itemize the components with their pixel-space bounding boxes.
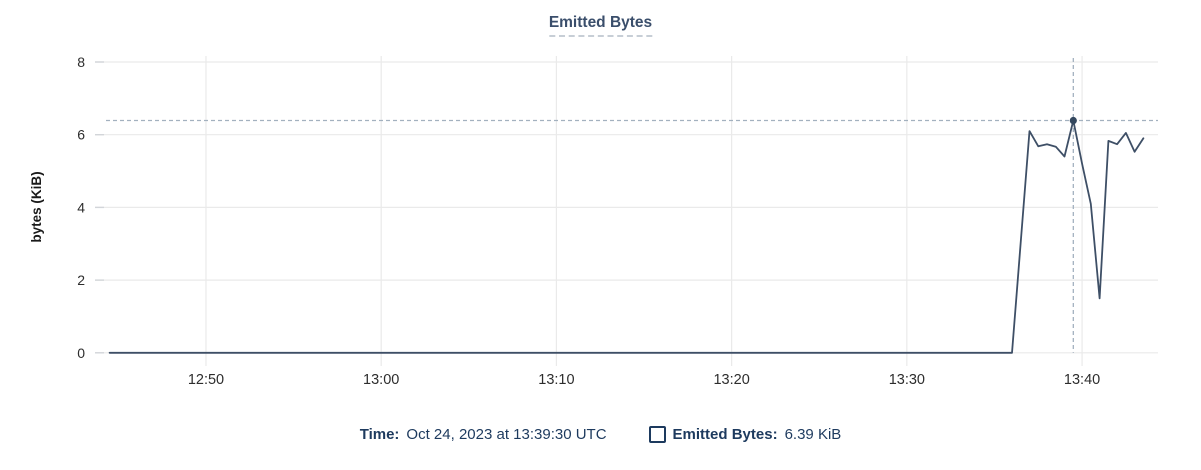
time-label: Time: <box>359 426 400 443</box>
x-tick-label: 13:30 <box>889 372 925 388</box>
legend-checkbox[interactable] <box>648 426 666 443</box>
y-tick-label: 4 <box>77 199 85 215</box>
y-tick-label: 6 <box>77 127 85 143</box>
chart-footer-legend: Time: Oct 24, 2023 at 13:39:30 UTC Emitt… <box>0 426 1201 443</box>
x-tick-label: 13:20 <box>713 372 749 388</box>
legend-series-label[interactable]: Emitted Bytes: <box>672 426 778 443</box>
x-tick-label: 13:10 <box>538 372 574 388</box>
data-point-marker <box>1069 116 1077 125</box>
legend-item-emitted-bytes[interactable]: Emitted Bytes: 6.39 KiB <box>648 426 842 443</box>
x-tick-label: 13:00 <box>363 372 399 388</box>
y-tick-label: 0 <box>77 345 85 361</box>
y-tick-label: 2 <box>77 272 85 288</box>
x-tick-label: 12:50 <box>188 372 224 388</box>
y-tick-label: 8 <box>77 54 85 70</box>
x-tick-label: 13:40 <box>1064 372 1100 388</box>
y-axis-label: bytes (KiB) <box>29 171 44 242</box>
legend-series-value: 6.39 KiB <box>784 426 842 443</box>
hover-time-readout: Time: Oct 24, 2023 at 13:39:30 UTC <box>360 426 607 443</box>
series-line <box>108 119 1145 354</box>
time-value: Oct 24, 2023 at 13:39:30 UTC <box>406 426 607 443</box>
chart-plot-area[interactable] <box>95 56 1158 353</box>
chart-title: Emitted Bytes <box>548 13 653 38</box>
